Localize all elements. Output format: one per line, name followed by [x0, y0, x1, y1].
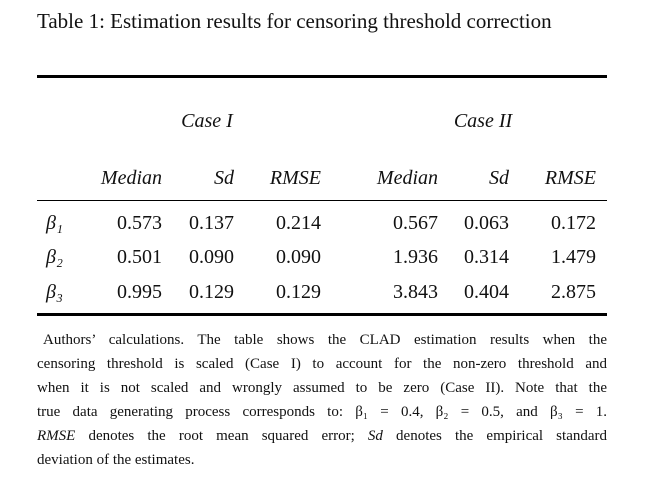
- note-text: denotes the root mean squared error;: [75, 428, 368, 444]
- note-text: true data generating process corresponds…: [37, 404, 607, 420]
- table-cell: 1.936: [393, 246, 438, 268]
- mid-rule: [37, 200, 607, 201]
- column-header: Sd: [489, 167, 509, 189]
- row-label: β₃: [46, 281, 63, 303]
- bottom-rule: [37, 313, 607, 316]
- table-cell: 0.995: [117, 281, 162, 303]
- table-cell: 0.129: [276, 281, 321, 303]
- table-caption: Table 1: Estimation results for censorin…: [37, 9, 552, 33]
- column-header: RMSE: [269, 167, 321, 189]
- row-label: β₁: [46, 212, 63, 234]
- note-text: Sd: [367, 428, 383, 444]
- group-header: Case II: [453, 110, 513, 132]
- table-cell: 0.501: [117, 246, 162, 268]
- table-cell: 0.314: [464, 246, 509, 268]
- column-header: Median: [376, 167, 438, 189]
- table-cell: 0.573: [117, 212, 162, 234]
- note-line: true data generating process corresponds…: [37, 404, 607, 421]
- note-text: deviation of the estimates.: [37, 452, 195, 468]
- note-line: Authors’ calculations. The table shows t…: [43, 332, 607, 349]
- table-cell: 0.404: [464, 281, 509, 303]
- column-header: Median: [100, 167, 162, 189]
- table-cell: 0.129: [189, 281, 234, 303]
- table-cell: 1.479: [551, 246, 596, 268]
- table-cell: 0.214: [276, 212, 321, 234]
- table-cell: 2.875: [551, 281, 596, 303]
- row-label: β₂: [46, 246, 63, 268]
- table-cell: 3.843: [393, 281, 438, 303]
- note-text: when it is not scaled and wrongly assume…: [37, 380, 607, 396]
- note-text: Authors’ calculations. The table shows t…: [43, 332, 607, 348]
- table-cell: 0.137: [189, 212, 234, 234]
- table-cell: 0.090: [276, 246, 321, 268]
- note-text: RMSE: [37, 428, 76, 444]
- note-line: RMSE denotes the root mean squared error…: [37, 428, 607, 445]
- table-cell: 0.172: [551, 212, 596, 234]
- table-cell: 0.063: [464, 212, 509, 234]
- note-text: denotes the empirical standard: [382, 428, 607, 444]
- column-header: Sd: [214, 167, 234, 189]
- note-text: censoring threshold is scaled (Case I) t…: [37, 356, 607, 372]
- table-cell: 0.090: [189, 246, 234, 268]
- note-line: censoring threshold is scaled (Case I) t…: [37, 356, 607, 373]
- note-line: when it is not scaled and wrongly assume…: [37, 380, 607, 397]
- table-cell: 0.567: [393, 212, 438, 234]
- column-header: RMSE: [544, 167, 596, 189]
- note-line: deviation of the estimates.: [37, 452, 607, 469]
- top-rule: [37, 75, 607, 78]
- group-header: Case I: [181, 110, 233, 132]
